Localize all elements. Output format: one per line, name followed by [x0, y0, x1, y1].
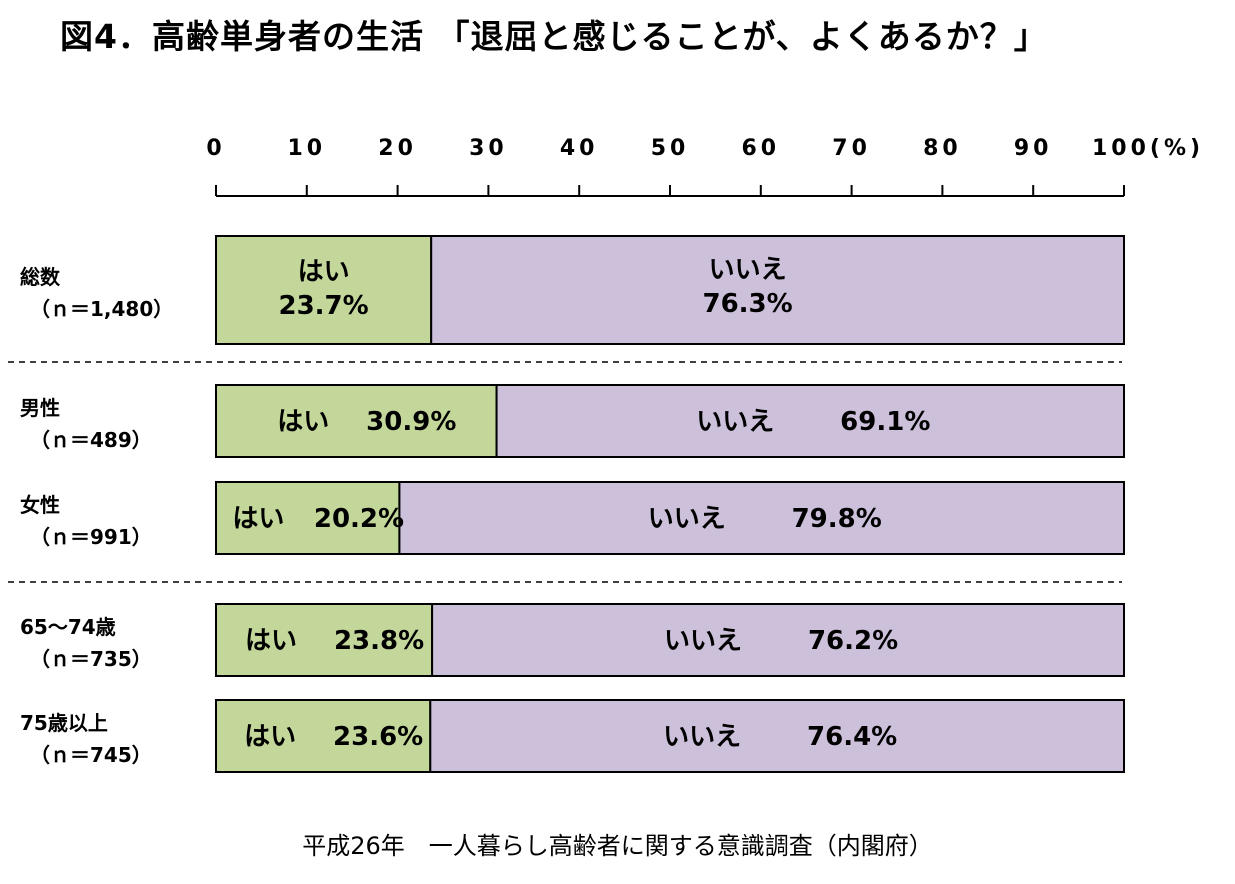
- x-tick-label: 0: [206, 136, 225, 161]
- x-tick-label: 10: [287, 136, 326, 161]
- source-note: 平成26年 一人暮らし高齢者に関する意識調査（内閣府）: [302, 832, 933, 860]
- x-tick-label: 50: [651, 136, 690, 161]
- bar-label-no: いいえ: [709, 255, 787, 285]
- bar-segment-yes: [215, 481, 401, 555]
- bar-value-no: 69.1%: [840, 407, 930, 437]
- bar-label-yes: はい: [277, 407, 329, 437]
- bar-label-yes: はい: [232, 504, 284, 534]
- bar-segment-no: [398, 481, 1125, 555]
- bar-label-no: いいえ: [696, 407, 774, 437]
- bar-label-no: いいえ: [648, 504, 726, 534]
- x-tick-label: 40: [560, 136, 599, 161]
- x-tick-label: 70: [832, 136, 871, 161]
- bar-value-no: 76.2%: [808, 626, 898, 656]
- category-label: 総数: [20, 265, 61, 289]
- bar-label-yes: はい: [245, 626, 297, 656]
- x-tick-label: 60: [741, 136, 780, 161]
- bar-value-yes: 23.8%: [334, 626, 424, 656]
- bar-value-yes: 23.7%: [278, 291, 368, 321]
- category-sample-size: （ｎ＝489）: [30, 428, 152, 452]
- bar-value-yes: 20.2%: [314, 504, 404, 534]
- bar-segment-yes: [215, 384, 498, 458]
- category-label: 75歳以上: [20, 711, 108, 735]
- x-tick-label: 20: [378, 136, 417, 161]
- category-sample-size: （ｎ＝735）: [30, 647, 152, 671]
- bar-segment-yes: [215, 235, 433, 345]
- bar-value-no: 79.8%: [792, 504, 882, 534]
- bar-value-no: 76.4%: [807, 722, 897, 752]
- category-sample-size: （ｎ＝1,480）: [30, 297, 173, 321]
- x-tick-label: 80: [923, 136, 962, 161]
- chart-title: 図4．高齢単身者の生活 「退屈と感じることが、よくあるか？」: [60, 17, 1048, 56]
- bar-label-yes: はい: [244, 722, 296, 752]
- bar-segment-no: [430, 235, 1126, 345]
- bar-segment-no: [431, 603, 1125, 677]
- category-label: 65～74歳: [20, 615, 116, 639]
- bar-value-no: 76.3%: [702, 289, 792, 319]
- bar-value-yes: 30.9%: [366, 407, 456, 437]
- x-tick-label: 100(%): [1092, 136, 1204, 161]
- bar-label-yes: はい: [298, 257, 350, 287]
- x-tick-label: 30: [469, 136, 508, 161]
- bar-segment-no: [495, 384, 1125, 458]
- bar-label-no: いいえ: [664, 626, 742, 656]
- bar-value-yes: 23.6%: [333, 722, 423, 752]
- category-sample-size: （ｎ＝991）: [30, 525, 152, 549]
- bar-label-no: いいえ: [663, 722, 741, 752]
- bar-segment-yes: [215, 603, 434, 677]
- bar-segment-no: [429, 699, 1125, 773]
- stacked-bar-chart: 0 10 20 30 40 50 60 70 80 90 100(%) 総数 （ｎ＝1,480） はい 23…: [8, 136, 1204, 773]
- category-label: 女性: [20, 493, 60, 517]
- category-label: 男性: [20, 396, 60, 420]
- category-sample-size: （ｎ＝745）: [30, 743, 152, 767]
- x-tick-label: 90: [1014, 136, 1053, 161]
